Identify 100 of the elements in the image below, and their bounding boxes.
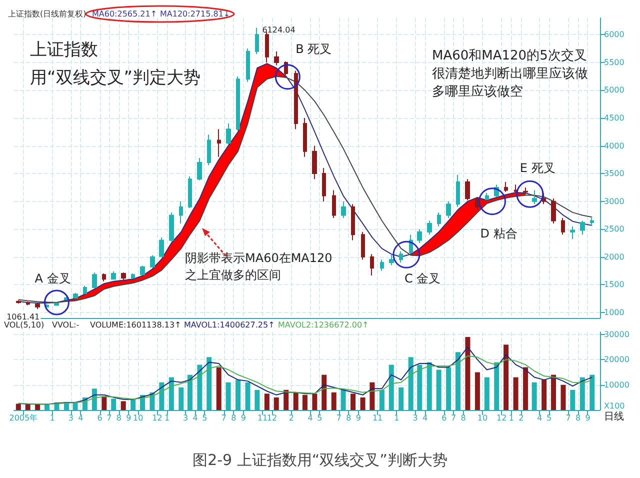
bar — [293, 392, 298, 410]
candlestick — [542, 192, 546, 205]
candlestick — [54, 302, 59, 306]
bar — [284, 390, 289, 410]
annotation: A 金叉 — [34, 271, 71, 286]
y-tick-label: 2500 — [604, 224, 624, 234]
x-tick-label: 6 — [442, 414, 447, 422]
candlestick — [226, 123, 231, 146]
x-tick-label: 11 — [372, 414, 383, 422]
candlestick — [570, 226, 575, 240]
y-tick-label: 1000 — [604, 308, 624, 317]
candlestick — [437, 212, 441, 227]
y-tick-label: 3500 — [604, 169, 624, 178]
candlestick — [26, 301, 30, 306]
x-tick-label: 4 — [192, 414, 198, 422]
text: 日线 — [604, 410, 624, 422]
annotation: MA60:2565.21↑ — [92, 10, 158, 18]
candlestick — [322, 168, 326, 202]
candlestick — [465, 178, 470, 201]
bar — [370, 382, 375, 410]
annotation: MA120:2715.81↓ — [160, 10, 230, 18]
bar — [474, 372, 480, 410]
candlestick — [561, 218, 565, 236]
bar — [513, 377, 518, 410]
candlestick — [523, 186, 528, 193]
candlestick — [370, 254, 374, 276]
candlestick — [111, 270, 116, 280]
candlestick — [380, 259, 384, 272]
candlestick — [504, 181, 508, 192]
x-tick-label: 9 — [356, 414, 361, 422]
chart-title: 上证指数(日线前复权) — [8, 10, 86, 18]
bar — [25, 404, 30, 410]
annotation: E 死叉 — [520, 161, 556, 176]
x-tick-label: 4 — [308, 414, 313, 422]
y-tick-label: 30000 — [604, 330, 630, 340]
annotation: D 粘合 — [480, 226, 518, 240]
x-tick-label: 12 — [266, 414, 278, 422]
candlestick — [427, 220, 432, 236]
y-tick-label: 3000 — [604, 196, 624, 206]
annotation: 上证指数 — [30, 40, 98, 60]
candlestick — [102, 273, 106, 282]
y-tick-label: 10000 — [604, 380, 630, 390]
x-tick-label: 3 — [68, 414, 74, 422]
candlestick — [131, 273, 135, 280]
candlestick — [255, 27, 259, 55]
y-tick-label: 4000 — [604, 141, 624, 150]
candlestick — [341, 200, 346, 218]
x-tick-label: 4 — [422, 414, 428, 422]
text: VOL(5,10) — [4, 320, 44, 330]
candlestick — [580, 220, 585, 236]
x-tick-label: 8 — [575, 414, 581, 422]
y-tick-label: 20000 — [604, 355, 630, 364]
bar — [16, 404, 21, 410]
candlestick — [140, 265, 145, 276]
text: VVOL:- — [52, 320, 80, 330]
candlestick — [485, 192, 489, 200]
candlestick — [83, 285, 87, 294]
x-tick-label: 2 — [518, 414, 524, 422]
candlestick — [551, 198, 556, 224]
x-tick-label: 4 — [537, 414, 542, 422]
bar — [322, 374, 327, 410]
candlestick — [246, 48, 250, 82]
candlestick — [274, 50, 279, 66]
bar — [504, 344, 509, 410]
candlestick — [73, 292, 78, 299]
y-tick-label: 5500 — [604, 58, 624, 67]
y-tick-label: 4500 — [604, 114, 624, 122]
candlestick — [312, 145, 317, 180]
annotation: MA60和MA120的5次交叉很清楚地判断出哪里应该做多哪里应该做空 — [432, 48, 588, 100]
candlestick — [389, 254, 394, 266]
candlestick — [121, 272, 126, 280]
annotation: C 金叉 — [404, 272, 441, 286]
annotation: 1061.41 — [6, 312, 40, 322]
x-tick-label: 1 — [50, 414, 55, 422]
candlestick — [188, 176, 192, 208]
annotation: 6124.04 — [262, 25, 296, 34]
bar — [542, 380, 547, 410]
bar — [120, 401, 126, 410]
x-tick-label: 8 — [231, 414, 236, 422]
candlestick — [417, 228, 422, 244]
bar — [312, 394, 318, 410]
annotation: B 死叉 — [296, 42, 332, 56]
candlestick — [179, 200, 183, 224]
bar — [550, 374, 556, 410]
candlestick — [159, 236, 164, 258]
bar — [350, 394, 356, 410]
bar — [216, 367, 222, 410]
text: MAVOL1:1400627.25↑ — [184, 320, 275, 330]
candlestick — [351, 204, 355, 241]
candlestick — [456, 174, 460, 208]
candlestick — [514, 184, 518, 192]
x-tick-label: 9 — [585, 414, 590, 422]
y-tick-label: 5000 — [604, 86, 624, 95]
text: X100 — [604, 402, 625, 410]
x-tick-label: 9 — [126, 414, 132, 422]
candlestick — [532, 190, 537, 205]
candlestick — [265, 31, 269, 63]
bar — [264, 394, 270, 410]
candlestick — [197, 158, 202, 181]
x-tick-label: 1 — [164, 414, 170, 422]
